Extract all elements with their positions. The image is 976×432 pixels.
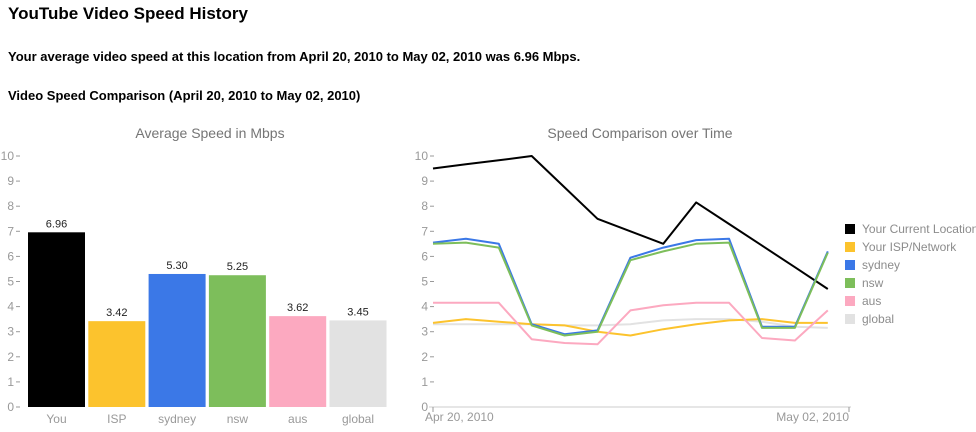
- section-heading: Video Speed Comparison (April 20, 2010 t…: [8, 88, 361, 103]
- y-axis-tick-label: 5: [7, 275, 14, 289]
- y-axis-tick-label: 1: [7, 375, 14, 389]
- bar-chart-plot: 0 1 2 3 4 5 6 7 8 9 10 6.96 You 3.42 ISP 5.30 sydney 5.25…: [1, 149, 387, 426]
- legend-label: sydney: [862, 258, 901, 272]
- y-axis-tick-label: 5: [421, 275, 428, 289]
- y-axis-tick-label: 7: [7, 224, 14, 238]
- bar-value-label: 5.25: [227, 261, 248, 273]
- y-axis-tick-label: 1: [421, 375, 428, 389]
- y-axis-tick-label: 4: [421, 300, 428, 314]
- bar-global: [329, 320, 387, 407]
- bar-category-label: ISP: [107, 412, 126, 426]
- bar-nsw: [208, 275, 266, 407]
- bar-sydney: [148, 273, 206, 407]
- y-axis-tick-label: 0: [421, 400, 428, 414]
- legend-item-aus: aus: [845, 292, 976, 310]
- line-series-nsw: [432, 241, 829, 337]
- legend-item-your-isp-network: Your ISP/Network: [845, 238, 976, 256]
- legend-swatch-icon: [845, 224, 855, 234]
- legend-swatch-icon: [845, 296, 855, 306]
- speed-comparison-line-chart: Speed Comparison over Time 0 1 2 3 4 5 6 7 8 9 10 A…: [415, 120, 976, 432]
- legend-label: aus: [862, 294, 882, 308]
- bar-ISP: [88, 321, 146, 407]
- line-chart-plot: 0 1 2 3 4 5 6 7 8 9 10 Apr 20, 2010 May 02, 2010: [415, 149, 851, 424]
- y-axis-tick-label: 2: [421, 350, 428, 364]
- y-axis-tick-label: 4: [7, 300, 14, 314]
- legend-label: global: [862, 312, 895, 326]
- y-axis-tick-label: 7: [421, 224, 428, 238]
- legend-item-nsw: nsw: [845, 274, 976, 292]
- y-axis-tick-label: 3: [7, 325, 14, 339]
- y-axis-tick-label: 3: [421, 325, 428, 339]
- average-speed-bar-chart: Average Speed in Mbps 0 1 2 3 4 5 6 7 8 9 10 6.96 Yo…: [0, 120, 420, 432]
- legend-label: Your ISP/Network: [862, 240, 957, 254]
- bar-category-label: aus: [288, 412, 307, 426]
- bar-value-label: 5.30: [166, 260, 187, 272]
- y-axis-tick-label: 2: [7, 350, 14, 364]
- y-axis-tick-label: 9: [7, 174, 14, 188]
- line-chart-title: Speed Comparison over Time: [547, 125, 733, 141]
- y-axis-tick-label: 8: [7, 199, 14, 213]
- y-axis-tick-label: 9: [421, 174, 428, 188]
- legend-item-sydney: sydney: [845, 256, 976, 274]
- bar-category-label: global: [342, 412, 374, 426]
- legend-swatch-icon: [845, 242, 855, 252]
- bar-value-label: 3.42: [106, 307, 127, 319]
- page-title: YouTube Video Speed History: [8, 4, 248, 23]
- bar-chart-title: Average Speed in Mbps: [135, 125, 285, 141]
- bar-aus: [269, 316, 327, 407]
- y-axis-tick-label: 8: [421, 199, 428, 213]
- y-axis-tick-label: 10: [415, 149, 428, 163]
- summary-text: Your average video speed at this locatio…: [8, 49, 581, 64]
- legend-swatch-icon: [845, 278, 855, 288]
- bar-category-label: sydney: [158, 412, 196, 426]
- line-series-your-current-location: [432, 155, 829, 290]
- line-series-your-isp-network: [432, 318, 828, 337]
- bar-You: [28, 232, 85, 407]
- legend-item-your-current-location: Your Current Location: [845, 220, 976, 238]
- x-axis-end-label: May 02, 2010: [776, 410, 849, 424]
- bar-value-label: 3.45: [347, 306, 368, 318]
- y-axis-tick-label: 6: [7, 249, 14, 263]
- x-axis-start-label: Apr 20, 2010: [425, 410, 494, 424]
- y-axis-tick-label: 10: [1, 149, 15, 163]
- bar-value-label: 3.62: [287, 302, 308, 314]
- line-chart-legend: Your Current Location Your ISP/Network syd…: [845, 220, 976, 328]
- bar-category-label: nsw: [227, 412, 249, 426]
- bar-value-label: 6.96: [46, 218, 67, 230]
- legend-item-global: global: [845, 310, 976, 328]
- legend-label: nsw: [862, 276, 884, 290]
- line-series-global: [433, 318, 828, 329]
- y-axis-tick-label: 6: [421, 249, 428, 263]
- legend-swatch-icon: [845, 260, 855, 270]
- legend-label: Your Current Location: [862, 222, 976, 236]
- legend-swatch-icon: [845, 314, 855, 324]
- line-series-aus: [433, 301, 829, 346]
- bar-category-label: You: [46, 412, 66, 426]
- y-axis-tick-label: 0: [7, 400, 14, 414]
